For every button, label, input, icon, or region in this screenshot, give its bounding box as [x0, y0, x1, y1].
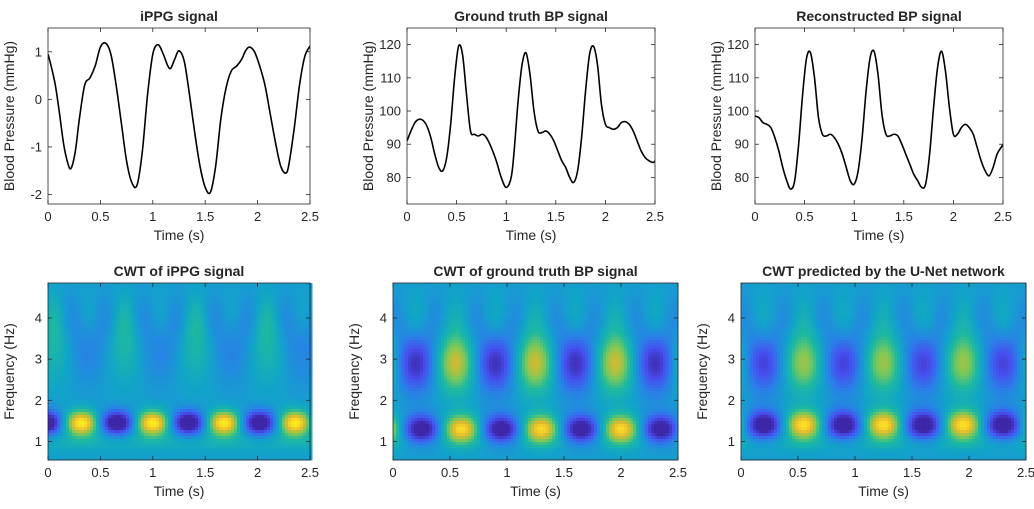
x-tick-label: 1.5 — [196, 209, 214, 224]
y-tick-label: 4 — [728, 310, 735, 325]
x-tick-label: 2 — [254, 209, 261, 224]
x-tick-label: 1 — [149, 465, 156, 480]
x-tick-label: 1 — [149, 209, 156, 224]
x-tick-label: 1 — [503, 209, 510, 224]
x-tick-label: 2.5 — [301, 465, 319, 480]
panel-1: 0 0.5 1 1.5 2 2.5 -2 -1 0 1 iPPG signal Time (s) Blo… — [1, 8, 319, 243]
x-axis-label: Time (s) — [510, 483, 561, 499]
x-tick-label: 0.5 — [448, 209, 466, 224]
y-axis-label: Blood Pressure (mmHg) — [1, 41, 17, 191]
series-line — [755, 50, 1003, 189]
x-tick-label: 0.5 — [91, 465, 109, 480]
y-axis-label: Blood Pressure (mmHg) — [708, 41, 724, 191]
panel-4: 0 0.5 1 1.5 2 2.5 1 2 3 4 CWT of iPPG signal Time (… — [1, 263, 319, 499]
x-tick-label: 1.5 — [547, 209, 565, 224]
x-tick-label: 2.5 — [646, 209, 664, 224]
y-tick-label: 1 — [728, 434, 735, 449]
y-tick-label: 3 — [35, 352, 42, 367]
x-tick-label: 2 — [254, 465, 261, 480]
y-tick-label: 1 — [380, 434, 387, 449]
y-tick-label: 110 — [728, 70, 749, 85]
y-tick-label: 90 — [735, 137, 749, 152]
x-axis-label: Time (s) — [858, 483, 909, 499]
y-tick-label: 120 — [727, 37, 749, 52]
y-tick-label: 1 — [35, 434, 42, 449]
x-tick-label: 0.5 — [789, 465, 807, 480]
cwt-heatmap — [741, 283, 1027, 461]
x-tick-label: 2.5 — [301, 209, 319, 224]
x-tick-label: 1 — [851, 209, 858, 224]
x-tick-label: 2.5 — [994, 209, 1012, 224]
cwt-heatmap — [393, 283, 679, 461]
y-tick-label: 4 — [35, 310, 42, 325]
y-tick-label: 100 — [379, 104, 401, 119]
x-tick-label: 0 — [44, 209, 51, 224]
chart-title: Ground truth BP signal — [454, 8, 608, 24]
x-tick-label: 2 — [617, 465, 624, 480]
panel-3: 0 0.5 1 1.5 2 2.5 80 90 100 110 120 Reconstructed B… — [708, 8, 1012, 243]
y-tick-label: 3 — [380, 352, 387, 367]
x-tick-label: 0 — [737, 465, 744, 480]
x-axis-label: Time (s) — [154, 227, 205, 243]
x-tick-label: 0 — [751, 209, 758, 224]
y-tick-label: -1 — [30, 139, 42, 154]
y-tick-label: 110 — [380, 70, 401, 85]
y-tick-label: 2 — [35, 393, 42, 408]
x-tick-label: 1.5 — [555, 465, 573, 480]
panel-5: 0 0.5 1 1.5 2 2.5 1 2 3 4 CWT of ground truth BP s… — [346, 263, 687, 499]
x-tick-label: 1.5 — [903, 465, 921, 480]
series-line — [407, 45, 655, 188]
x-tick-label: 0.5 — [441, 465, 459, 480]
panel-2: 0 0.5 1 1.5 2 2.5 80 90 100 110 120 Ground truth BP… — [360, 8, 664, 243]
x-tick-label: 2 — [965, 465, 972, 480]
chart-title: CWT of ground truth BP signal — [433, 263, 637, 279]
y-tick-label: 80 — [387, 170, 401, 185]
y-tick-label: 1 — [35, 44, 42, 59]
chart-title: CWT predicted by the U-Net network — [762, 263, 1005, 279]
x-axis-label: Time (s) — [506, 227, 557, 243]
y-tick-label: 100 — [727, 104, 749, 119]
y-tick-label: 2 — [380, 393, 387, 408]
x-tick-label: 2.5 — [669, 465, 687, 480]
x-tick-label: 1.5 — [196, 465, 214, 480]
chart-title: CWT of iPPG signal — [114, 263, 245, 279]
y-axis-label: Frequency (Hz) — [346, 323, 362, 419]
x-tick-label: 0.5 — [91, 209, 109, 224]
y-tick-label: 3 — [728, 352, 735, 367]
x-tick-label: 1 — [851, 465, 858, 480]
x-tick-label: 0.5 — [796, 209, 814, 224]
y-tick-label: 0 — [35, 92, 42, 107]
x-tick-label: 0 — [403, 209, 410, 224]
cwt-heatmap — [48, 283, 313, 461]
series-line — [48, 43, 310, 194]
y-tick-label: 90 — [387, 137, 401, 152]
axes-box — [407, 28, 655, 204]
x-tick-label: 0 — [44, 465, 51, 480]
axes-box — [755, 28, 1003, 204]
y-tick-label: 4 — [380, 310, 387, 325]
chart-title: Reconstructed BP signal — [796, 8, 961, 24]
x-axis-label: Time (s) — [854, 227, 905, 243]
x-axis-label: Time (s) — [154, 483, 205, 499]
y-tick-label: 80 — [735, 170, 749, 185]
x-tick-label: 1.5 — [895, 209, 913, 224]
x-tick-label: 2.5 — [1017, 465, 1034, 480]
x-tick-label: 0 — [389, 465, 396, 480]
chart-title: iPPG signal — [140, 8, 218, 24]
y-tick-label: 2 — [728, 393, 735, 408]
panel-6: 0 0.5 1 1.5 2 2.5 1 2 3 4 CWT predicted by the U-N… — [694, 263, 1034, 499]
x-tick-label: 2 — [950, 209, 957, 224]
y-tick-label: 120 — [379, 37, 401, 52]
y-axis-label: Blood Pressure (mmHg) — [360, 41, 376, 191]
x-tick-label: 2 — [602, 209, 609, 224]
y-axis-label: Frequency (Hz) — [1, 323, 17, 419]
y-axis-label: Frequency (Hz) — [694, 323, 710, 419]
y-tick-label: -2 — [30, 187, 42, 202]
x-tick-label: 1 — [503, 465, 510, 480]
